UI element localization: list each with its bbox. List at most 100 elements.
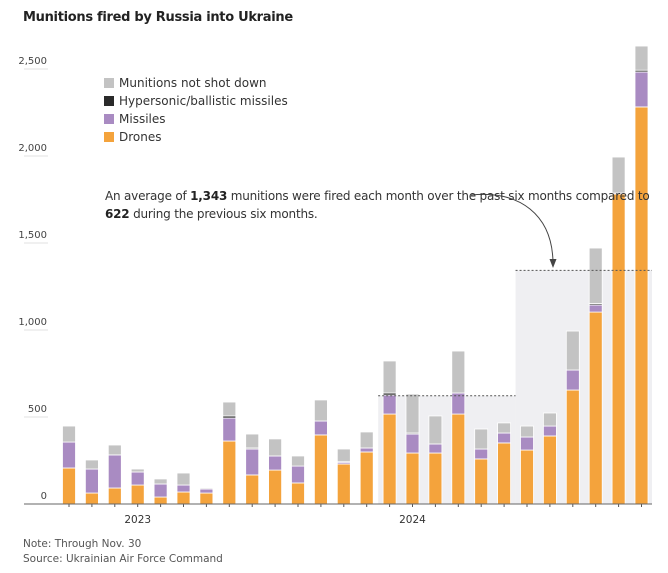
bar-segment-missiles	[543, 425, 557, 437]
legend-item: Hypersonic/ballistic missiles	[104, 92, 288, 110]
bar-segment-missiles	[634, 71, 649, 108]
bar-segment-missiles	[176, 484, 191, 493]
bar-segment-drones	[176, 491, 191, 505]
bar-segment-drones	[268, 469, 283, 505]
bar-segment-missiles	[222, 417, 237, 442]
bar-segment-missiles	[85, 468, 99, 494]
bar-segment-missiles	[474, 448, 489, 460]
bar-segment-munitions-not-shot-down	[428, 415, 443, 445]
bar-segment-munitions-not-shot-down	[153, 478, 168, 485]
y-tick-label: 500	[28, 404, 47, 415]
bar-segment-missiles	[199, 488, 214, 494]
bar-segment-munitions-not-shot-down	[222, 401, 237, 417]
x-tick-label: 2024	[399, 514, 426, 526]
bar-segment-drones	[199, 492, 214, 505]
bar-segment-munitions-not-shot-down	[382, 360, 397, 394]
bar-segment-missiles	[130, 471, 145, 486]
legend-label: Hypersonic/ballistic missiles	[119, 94, 288, 108]
bar-segment-drones	[565, 389, 580, 505]
bar-segment-missiles	[520, 436, 534, 451]
bar-segment-drones	[428, 452, 443, 505]
bar-segment-munitions-not-shot-down	[313, 399, 328, 422]
annotation-text: An average of	[105, 189, 191, 203]
bar-segment-drones	[153, 496, 168, 505]
bar-segment-drones	[497, 442, 512, 505]
footer: Note: Through Nov. 30 Source: Ukrainian …	[23, 537, 223, 567]
bar-segment-drones	[382, 413, 397, 505]
bar-segment-munitions-not-shot-down	[405, 393, 420, 434]
bar-segment-missiles	[588, 304, 603, 313]
bar-segment-drones	[222, 440, 237, 505]
annotation-value-recent: 1,343	[190, 189, 228, 203]
bar-segment-munitions-not-shot-down	[199, 487, 214, 490]
bar-segment-munitions-not-shot-down	[543, 412, 557, 427]
legend-swatch	[104, 114, 114, 124]
y-tick-label: 2,500	[18, 56, 47, 67]
bar-segment-munitions-not-shot-down	[474, 428, 489, 450]
bar-segment-munitions-not-shot-down	[62, 425, 76, 443]
bar-segment-munitions-not-shot-down	[497, 422, 512, 434]
bar-segment-drones	[359, 451, 374, 505]
bar-segment-munitions-not-shot-down	[520, 425, 534, 438]
bar-segment-munitions-not-shot-down	[634, 45, 649, 71]
bar-segment-drones	[543, 435, 557, 505]
annotation-text: during the previous six months.	[129, 207, 318, 221]
legend: Munitions not shot down Hypersonic/ballis…	[104, 74, 288, 146]
bar-segment-munitions-not-shot-down	[85, 459, 99, 470]
annotation-value-previous: 622	[105, 207, 130, 221]
bar-segment-missiles	[153, 483, 168, 498]
bar-segment-drones	[405, 452, 420, 505]
chart-title: Munitions fired by Russia into Ukraine	[23, 10, 293, 25]
bar-segment-munitions-not-shot-down	[245, 433, 260, 449]
bar-segment-drones	[588, 311, 603, 505]
bar-segment-drones	[520, 449, 534, 505]
bar-segment-drones	[85, 492, 99, 505]
annotation-arrow	[470, 193, 554, 263]
legend-swatch	[104, 78, 114, 88]
bar-segment-missiles	[291, 465, 305, 484]
note: Note: Through Nov. 30	[23, 538, 142, 550]
bar-segment-munitions-not-shot-down	[336, 448, 351, 462]
bar-segment-drones	[474, 458, 489, 505]
bar-segment-munitions-not-shot-down	[588, 247, 603, 304]
x-tick-label: 2023	[124, 514, 151, 526]
bar-segment-munitions-not-shot-down	[291, 455, 305, 467]
bar-segment-missiles	[405, 433, 420, 454]
legend-label: Missiles	[119, 112, 166, 126]
bar-segment-munitions-not-shot-down	[359, 431, 374, 449]
bar-segment-missiles	[497, 432, 512, 444]
bar-segment-missiles	[565, 369, 580, 391]
bar-segment-missiles	[62, 441, 76, 469]
bar-segment-munitions-not-shot-down	[130, 468, 145, 473]
bar-segment-munitions-not-shot-down	[176, 472, 191, 486]
bar-segment-drones	[245, 474, 260, 505]
average-shade	[378, 395, 516, 504]
annotation-text: munitions were fired each month over the…	[227, 189, 650, 203]
bar-segment-drones	[634, 106, 649, 505]
bar-segment-munitions-not-shot-down	[451, 350, 466, 394]
bar-segment-drones	[336, 463, 351, 505]
bar-segment-missiles	[428, 443, 443, 454]
legend-label: Drones	[119, 130, 162, 144]
legend-swatch	[104, 132, 114, 142]
bar-segment-missiles	[382, 394, 397, 415]
y-tick-label: 1,000	[18, 317, 47, 328]
bar-segment-drones	[313, 434, 328, 505]
source: Source: Ukrainian Air Force Command	[23, 553, 223, 565]
legend-swatch	[104, 96, 114, 106]
bar-segment-drones	[611, 193, 626, 505]
bar-segment-missiles	[268, 455, 283, 471]
bar-segment-missiles	[359, 447, 374, 453]
annotation-arrowhead	[549, 259, 557, 268]
bar-segment-missiles	[107, 454, 122, 489]
bar-segment-munitions-not-shot-down	[107, 444, 122, 456]
legend-item: Missiles	[104, 110, 288, 128]
legend-label: Munitions not shot down	[119, 76, 267, 90]
y-tick-label: 0	[41, 491, 47, 502]
bar-segment-munitions-not-shot-down	[565, 330, 580, 371]
bar-segment-drones	[291, 482, 305, 505]
bar-segment-drones	[451, 413, 466, 505]
bar-segment-drones	[62, 467, 76, 505]
bar-segment-munitions-not-shot-down	[268, 438, 283, 457]
